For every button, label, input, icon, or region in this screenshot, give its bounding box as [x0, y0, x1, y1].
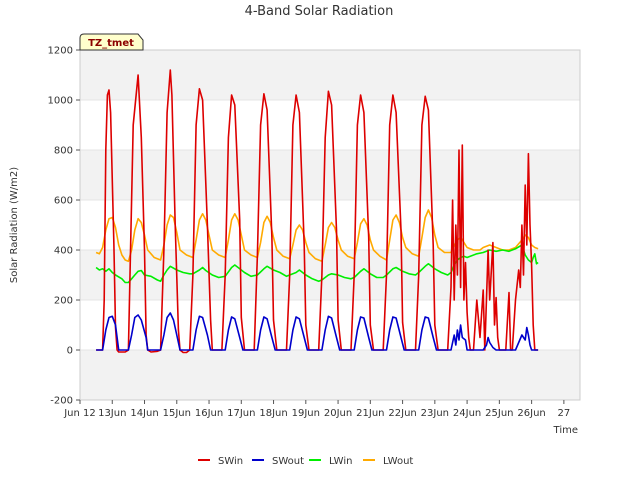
site-label-background	[79, 33, 144, 51]
x-tick-label: 17Jun	[227, 408, 255, 419]
grid-band	[80, 50, 580, 100]
x-tick-label: 16Jun	[195, 408, 223, 419]
series-line-swout	[96, 312, 539, 351]
x-tick-label: 23Jun	[421, 408, 449, 419]
x-tick-label: 18Jun	[259, 408, 287, 419]
legend-label: SWin	[218, 456, 243, 467]
y-tick-label: 1000	[48, 96, 73, 107]
x-tick-label: 19Jun	[292, 408, 320, 419]
series-line-swin	[96, 69, 539, 354]
x-tick-label: Jun 12	[63, 408, 96, 419]
legend-label: LWout	[383, 456, 413, 467]
x-axis-label: Time	[553, 425, 578, 436]
series-lines	[95, 69, 539, 354]
legend-item-lwin: LWin	[309, 456, 352, 467]
chart-title: 4-Band Solar Radiation	[245, 4, 394, 19]
site-label: TZ_tmet	[88, 38, 134, 49]
y-tick-label: -200	[50, 396, 73, 407]
grid-band	[80, 150, 580, 200]
legend-item-swin: SWin	[198, 456, 243, 467]
x-tick-label: 27	[558, 408, 571, 419]
x-axis-ticks: Jun 12 13Jun 14Jun 15Jun 16Jun 17Jun 18Jun 19Ju…	[63, 400, 570, 419]
y-tick-label: 1200	[48, 46, 73, 57]
y-tick-label: 800	[54, 146, 73, 157]
grid-band	[80, 350, 580, 400]
site-label-box: TZ_tmet	[79, 33, 144, 51]
legend: SWin SWout LWin LWout	[198, 456, 413, 467]
plot-frame	[79, 49, 581, 401]
y-tick-label: 200	[54, 296, 73, 307]
x-tick-label: 26Jun	[517, 408, 545, 419]
x-tick-label: 21Jun	[356, 408, 384, 419]
y-axis-label: Solar Radiation (W/m2)	[9, 167, 20, 283]
x-tick-label: 20Jun	[324, 408, 352, 419]
y-tick-label: 0	[67, 346, 73, 357]
y-tick-label: 400	[54, 246, 73, 257]
legend-item-swout: SWout	[252, 456, 304, 467]
x-tick-label: 15Jun	[163, 408, 191, 419]
x-tick-label: 25Jun	[485, 408, 513, 419]
series-line-lwin	[95, 244, 539, 284]
x-tick-label: 14Jun	[130, 408, 158, 419]
legend-label: SWout	[272, 456, 304, 467]
x-tick-label: 13Jun	[98, 408, 126, 419]
x-tick-label: 22Jun	[388, 408, 416, 419]
legend-item-lwout: LWout	[363, 456, 413, 467]
x-tick-label: 24Jun	[453, 408, 481, 419]
y-tick-label: 600	[54, 196, 73, 207]
legend-label: LWin	[329, 456, 352, 467]
y-axis-ticks: -200 0 200 400 600 800 1000 1200	[48, 46, 80, 407]
